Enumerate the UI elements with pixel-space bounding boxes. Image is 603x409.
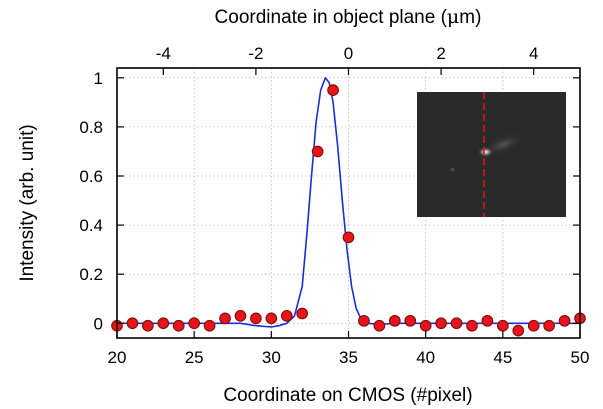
data-point: [404, 314, 417, 327]
top-tick-label: 4: [529, 44, 538, 63]
x-tick-label: 45: [493, 348, 512, 367]
data-point: [373, 319, 386, 332]
top-tick-label: 2: [436, 44, 445, 63]
data-point: [172, 319, 185, 332]
data-point: [466, 319, 478, 332]
data-point: [126, 317, 139, 330]
data-point: [203, 319, 216, 332]
data-point: [219, 312, 231, 325]
x-tick-label: 35: [339, 348, 358, 367]
data-points-group: [111, 84, 586, 337]
top-axis-label-prefix: Coordinate in object plane (: [215, 7, 448, 28]
top-axis-label-mu: μ: [447, 6, 459, 28]
data-point: [296, 307, 309, 320]
top-axis-label-suffix: m): [459, 7, 481, 28]
y-tick-label: 0.2: [79, 265, 103, 284]
data-point: [481, 314, 494, 327]
y-tick-label: 1: [94, 69, 103, 88]
x-tick-label: 40: [416, 348, 435, 367]
data-point: [512, 324, 525, 337]
data-point: [327, 84, 339, 96]
y-tick-label: 0.6: [79, 167, 103, 186]
inset-image: [417, 92, 566, 217]
data-point: [450, 317, 463, 330]
inset-faint-spot: [450, 167, 455, 172]
data-point: [527, 319, 540, 332]
y-axis-label: Intensity (arb. unit): [17, 124, 38, 281]
tick-marks: [116, 68, 581, 338]
x-tick-label: 25: [185, 348, 204, 367]
data-point: [188, 317, 201, 330]
y-tick-label: 0.4: [79, 216, 103, 235]
data-point: [543, 319, 555, 332]
data-point: [342, 231, 355, 244]
x-tick-label: 30: [262, 348, 281, 367]
x-axis-label: Coordinate on CMOS (#pixel): [223, 385, 472, 406]
data-point: [265, 312, 278, 325]
data-point: [496, 319, 509, 332]
data-point: [142, 319, 154, 332]
data-point: [250, 312, 262, 325]
y-tick-label: 0: [94, 314, 103, 333]
data-point: [234, 310, 247, 322]
data-point: [157, 317, 170, 330]
data-point: [558, 314, 571, 327]
x-tick-label: 20: [108, 348, 127, 367]
top-tick-label: -4: [156, 44, 171, 63]
top-axis-label: Coordinate in object plane (μm): [215, 6, 482, 28]
data-point: [419, 319, 432, 332]
data-point: [388, 314, 401, 327]
data-point: [280, 310, 293, 322]
y-tick-label: 0.8: [79, 118, 103, 137]
tick-labels: 20 25 30 35 40 45 50 0 0.2 0.4 0.6 0.8 1 -4 -2 0 2 4: [79, 44, 589, 367]
x-tick-label: 50: [571, 348, 590, 367]
data-point: [435, 317, 447, 330]
top-tick-label: 0: [344, 44, 353, 63]
top-tick-label: -2: [248, 44, 263, 63]
inset-bright-spot: [477, 147, 494, 157]
data-point: [358, 314, 370, 327]
data-point: [311, 145, 324, 158]
